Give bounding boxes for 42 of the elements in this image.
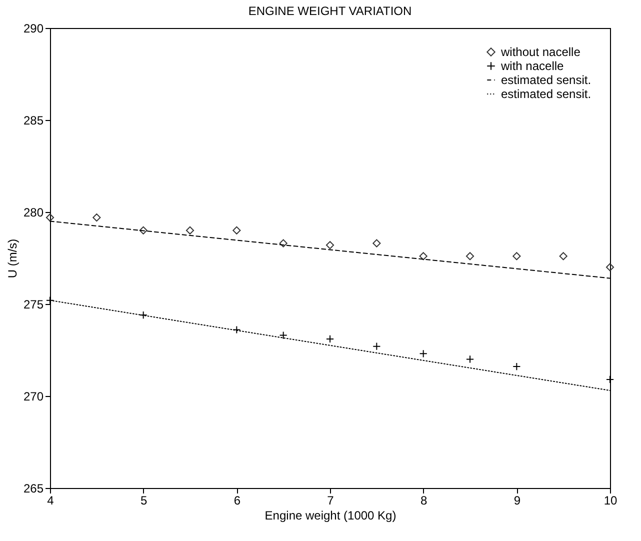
point [92,213,101,222]
legend-label: estimated sensit. [501,87,592,101]
y-tick-label: 265 [23,482,44,496]
x-tick-label: 8 [420,494,428,508]
point [46,213,54,222]
point [466,355,474,364]
point [232,226,241,234]
point [372,239,381,248]
y-tick-label: 270 [23,390,44,404]
x-tick-label: 4 [47,494,54,508]
point [606,263,614,272]
point [279,331,288,340]
legend-label: without nacelle [500,45,581,59]
chart-title: ENGINE WEIGHT VARIATION [248,4,412,18]
point [139,226,148,234]
point [419,350,428,358]
point [466,252,474,260]
point [232,326,241,334]
point [46,296,54,304]
point [512,362,521,371]
y-tick-label: 280 [23,206,44,220]
x-tick-label: 9 [514,494,521,508]
x-tick-label: 7 [327,494,334,508]
legend-label: with nacelle [500,59,564,73]
y-tick-label: 285 [23,114,44,128]
x-tick-label: 10 [604,494,618,508]
y-tick-label: 290 [23,22,44,36]
y-tick-label: 275 [23,298,44,312]
point [186,226,194,234]
point [559,252,568,260]
legend-label: estimated sensit. [501,73,592,87]
x-axis-title: Engine weight (1000 Kg) [264,508,396,522]
point [326,334,334,343]
point [326,241,334,250]
x-tick-label: 5 [140,494,148,508]
x-tick-label: 6 [234,494,241,508]
point [372,342,381,350]
point [419,252,428,260]
point [512,252,521,260]
point [139,311,148,320]
point [279,239,288,248]
y-axis-title: U (m/s) [5,238,20,278]
